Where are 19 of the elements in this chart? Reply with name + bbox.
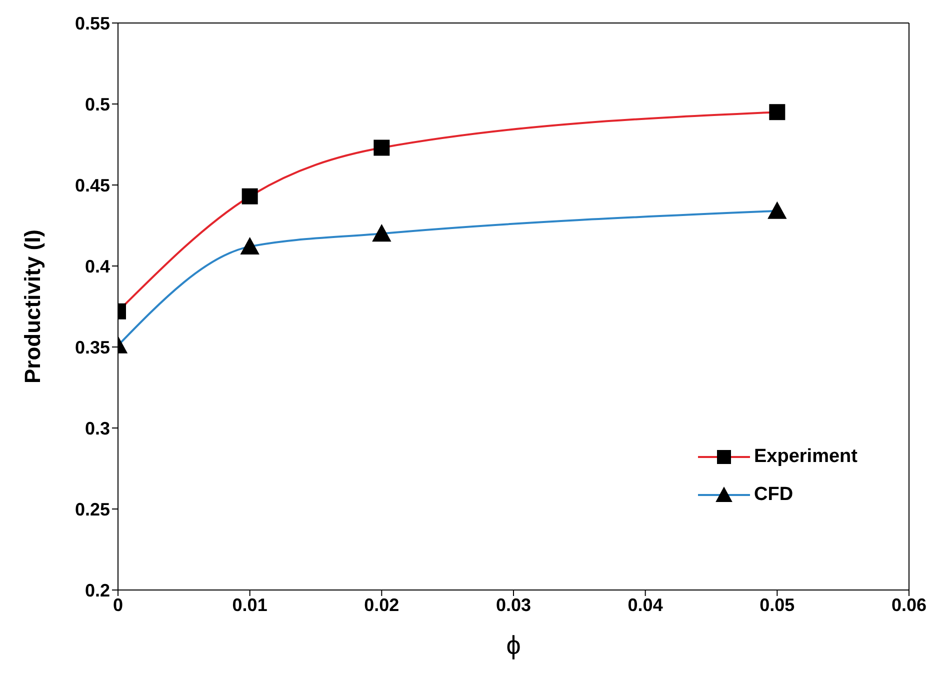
legend-label: Experiment	[754, 446, 858, 468]
y-tick-label: 0.3	[84, 418, 110, 438]
y-tick-label: 0.25	[74, 499, 110, 520]
y-tick-label: 0.45	[74, 175, 110, 196]
x-tick-label: 0.01	[232, 594, 268, 615]
y-tick-label: 0.4	[84, 256, 110, 276]
x-tick-label: 0.06	[891, 594, 927, 615]
x-tick-label: 0	[112, 594, 124, 615]
y-tick-label: 0.2	[84, 580, 110, 600]
x-axis-title: ϕ	[506, 630, 521, 660]
x-tick-label: 0.02	[364, 594, 400, 615]
y-tick-label: 0.5	[84, 94, 110, 114]
y-axis-title: Productivity (I)	[20, 229, 45, 384]
x-tick-label: 0.03	[496, 594, 532, 615]
y-tick-label: 0.55	[74, 13, 110, 34]
legend-label: CFD	[754, 484, 794, 506]
y-tick-label: 0.35	[74, 337, 110, 358]
x-tick-label: 0.04	[628, 594, 663, 615]
x-tick-label: 0.05	[760, 594, 795, 615]
